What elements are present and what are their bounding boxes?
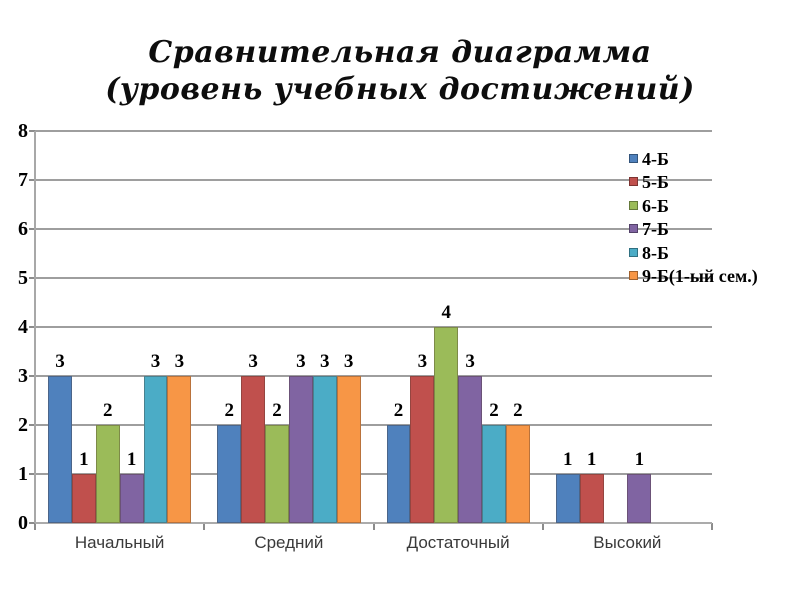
x-axis-tick xyxy=(34,523,36,530)
bar-value-label: 1 xyxy=(634,449,645,470)
bar-9-Б(1-ый сем.)-Начальный xyxy=(167,376,192,523)
y-axis-label: 1 xyxy=(18,463,28,485)
bar-value-label: 3 xyxy=(465,351,475,372)
bar-4-Б-Средний xyxy=(217,425,242,523)
bar-value-label: 2 xyxy=(102,400,113,421)
bar-value-label: 3 xyxy=(343,351,354,372)
gridline xyxy=(35,424,712,426)
x-axis-tick xyxy=(372,523,375,530)
bar-4-Б-Начальный xyxy=(48,376,72,523)
legend-label: 8-Б xyxy=(642,242,669,263)
bar-value-label: 3 xyxy=(174,351,185,372)
y-axis-tick xyxy=(29,130,35,132)
y-axis-label: 7 xyxy=(18,169,28,191)
bar-4-Б-Достаточный xyxy=(386,425,411,523)
y-axis xyxy=(34,131,36,523)
bar-value-label: 2 xyxy=(393,400,404,421)
gridline xyxy=(35,473,712,475)
bar-value-label: 3 xyxy=(417,351,428,372)
bar-value-label: 1 xyxy=(126,449,137,470)
category-label-Средний: Средний xyxy=(254,533,324,552)
bar-5-Б-Начальный xyxy=(71,474,96,523)
legend-swatch-icon xyxy=(629,154,638,163)
bar-5-Б-Достаточный xyxy=(410,376,435,523)
bar-value-label: 2 xyxy=(272,400,282,421)
bar-value-label: 1 xyxy=(562,449,573,470)
chart-title-line1: Сравнительная диаграмма xyxy=(148,35,652,70)
bar-7-Б-Начальный xyxy=(119,474,144,523)
y-axis-tick xyxy=(29,375,35,377)
bar-7-Б-Высокий xyxy=(627,474,652,523)
category-label-Высокий: Высокий xyxy=(593,533,662,552)
bar-5-Б-Средний xyxy=(241,376,265,523)
bar-6-Б-Средний xyxy=(265,425,289,523)
y-axis-label: 2 xyxy=(18,414,28,436)
bar-8-Б-Начальный xyxy=(143,376,168,523)
y-axis-label: 5 xyxy=(18,267,28,289)
legend-swatch-icon xyxy=(629,177,638,187)
bar-8-Б-Средний xyxy=(312,376,337,523)
x-axis-tick xyxy=(203,523,206,530)
y-axis-tick xyxy=(29,179,35,181)
bar-8-Б-Достаточный xyxy=(482,425,506,523)
y-axis-tick xyxy=(29,473,35,475)
legend-label: 4-Б xyxy=(642,149,669,169)
gridline xyxy=(35,277,712,279)
bar-value-label: 1 xyxy=(79,449,89,470)
bar-value-label: 2 xyxy=(513,400,523,421)
bar-6-Б-Начальный xyxy=(95,425,120,523)
bar-5-Б-Высокий xyxy=(579,474,604,523)
bar-value-label: 3 xyxy=(296,351,306,372)
bar-value-label: 3 xyxy=(319,351,330,372)
y-axis-label: 3 xyxy=(18,365,28,387)
category-label-Начальный: Начальный xyxy=(74,533,165,552)
y-axis-tick xyxy=(29,277,35,279)
bar-4-Б-Высокий xyxy=(555,474,580,523)
legend-label: 5-Б xyxy=(642,172,669,193)
bar-value-label: 3 xyxy=(55,351,65,372)
bar-7-Б-Достаточный xyxy=(458,376,482,523)
chart-title: Сравнительная диаграмма (уровень учебных… xyxy=(0,34,800,108)
bar-7-Б-Средний xyxy=(288,376,313,523)
y-axis-label: 0 xyxy=(18,512,28,534)
bar-value-label: 3 xyxy=(248,351,258,372)
bar-value-label: 2 xyxy=(224,400,234,421)
x-axis-tick xyxy=(541,523,544,530)
legend: 4-Б 5-Б 6-Б 7-Б 8-Б 9-Б(1-ый сем.) xyxy=(629,149,799,294)
gridline xyxy=(35,228,712,230)
gridline xyxy=(35,375,712,377)
legend-label: 7-Б xyxy=(642,219,669,240)
legend-swatch-icon xyxy=(629,200,638,210)
bar-value-label: 1 xyxy=(586,449,597,470)
x-axis xyxy=(35,522,712,524)
bar-value-label: 3 xyxy=(150,351,161,372)
y-axis-tick xyxy=(29,424,35,426)
legend-label: 6-Б xyxy=(642,195,669,216)
y-axis-tick xyxy=(29,228,35,230)
bar-value-label: 2 xyxy=(489,400,499,421)
bar-9-Б(1-ый сем.)-Достаточный xyxy=(505,425,530,523)
gridline xyxy=(35,179,712,181)
legend-label: 9-Б(1-ый сем.) xyxy=(642,266,758,286)
y-axis-label: 6 xyxy=(18,218,28,240)
chart-title-line2: (уровень учебных достижений) xyxy=(105,72,695,107)
legend-swatch-icon xyxy=(629,247,638,257)
x-axis-tick xyxy=(711,523,713,530)
y-axis-tick xyxy=(29,522,35,524)
legend-swatch-icon xyxy=(629,271,638,280)
category-label-Достаточный: Достаточный xyxy=(406,533,510,552)
y-axis-tick xyxy=(29,326,35,328)
y-axis-label: 8 xyxy=(18,120,28,142)
legend-swatch-icon xyxy=(629,224,638,234)
bar-9-Б(1-ый сем.)-Средний xyxy=(336,376,361,523)
gridline xyxy=(35,130,712,132)
gridline xyxy=(35,326,712,328)
bar-value-label: 4 xyxy=(441,302,451,323)
y-axis-label: 4 xyxy=(18,316,28,338)
bar-6-Б-Достаточный xyxy=(434,327,459,523)
